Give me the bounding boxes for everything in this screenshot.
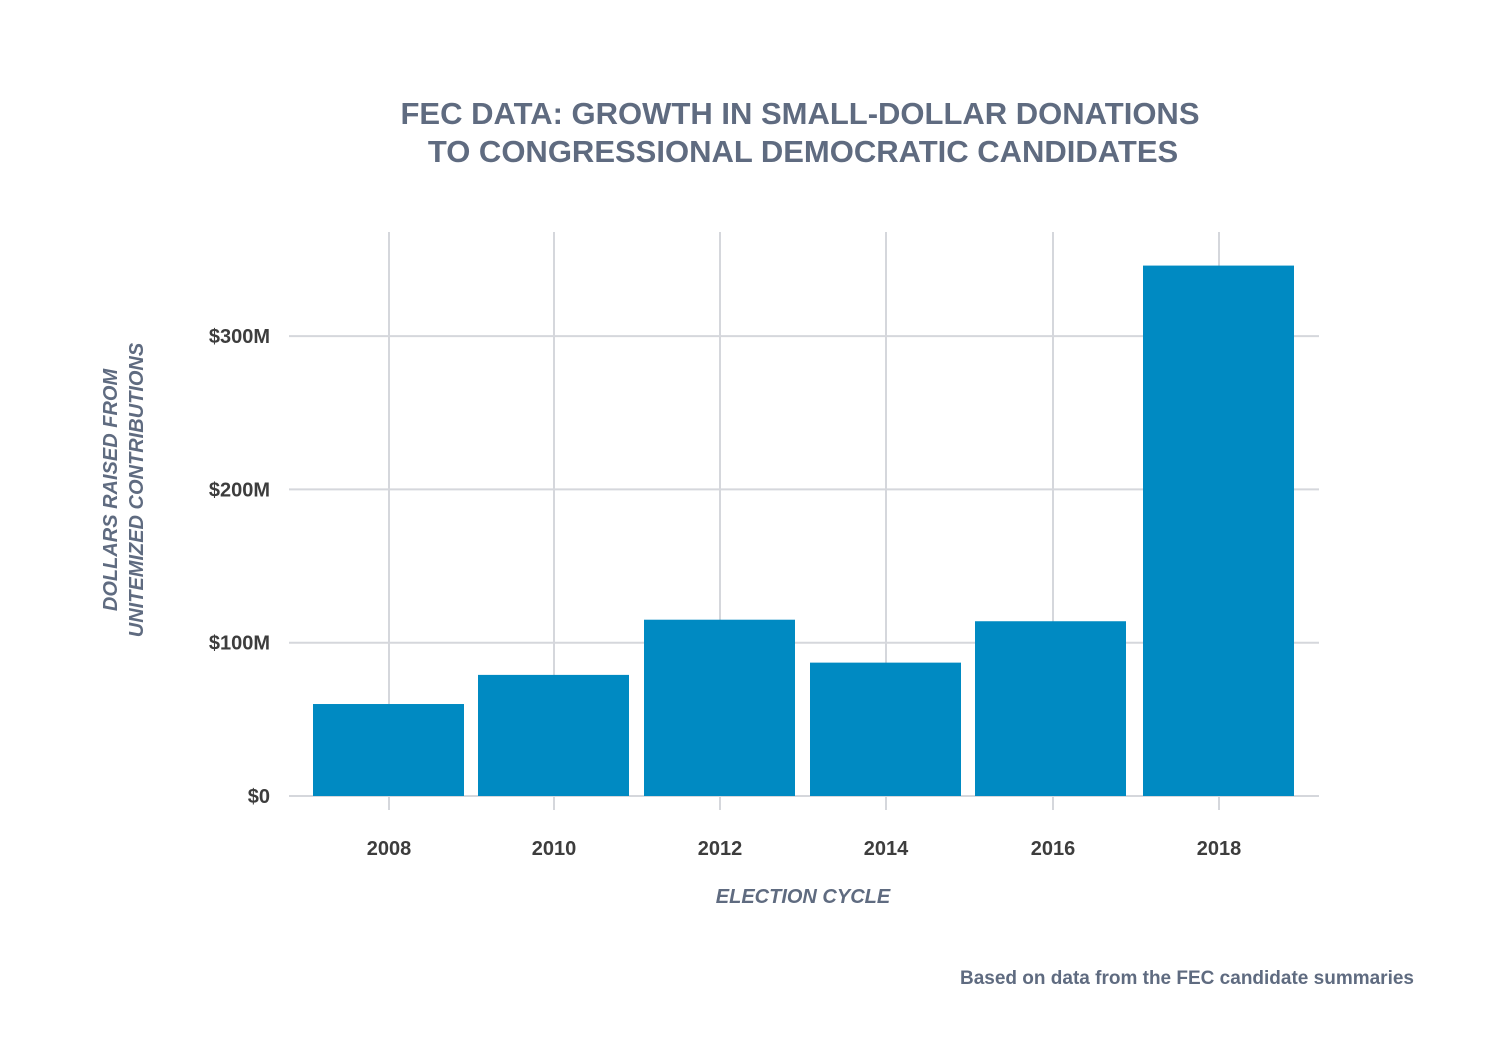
y-axis-label-line-1: DOLLARS RAISED FROM	[100, 368, 122, 612]
x-tick-label: 2008	[367, 838, 412, 860]
chart-title-line-2: TO CONGRESSIONAL DEMOCRATIC CANDIDATES	[428, 134, 1178, 169]
bar-2008	[313, 704, 464, 796]
bar-2016	[975, 621, 1126, 796]
x-tick-label: 2010	[532, 838, 577, 860]
y-tick-label: $100M	[209, 633, 270, 655]
chart-title-line-1: FEC DATA: GROWTH IN SMALL-DOLLAR DONATIO…	[400, 96, 1199, 131]
x-tick-label: 2018	[1197, 838, 1242, 860]
x-tick-label: 2012	[698, 838, 743, 860]
bar-2012	[644, 619, 795, 796]
x-tick-label: 2014	[864, 838, 909, 860]
bar-2018	[1143, 265, 1294, 796]
y-tick-label: $300M	[209, 326, 270, 348]
bar-2014	[810, 662, 961, 796]
y-tick-label: $200M	[209, 479, 270, 501]
x-tick-label: 2016	[1031, 838, 1076, 860]
x-axis-label: ELECTION CYCLE	[716, 886, 891, 908]
y-axis-label-line-2: UNITEMIZED CONTRIBUTIONS	[126, 342, 148, 637]
bar-2010	[478, 674, 629, 796]
source-note: Based on data from the FEC candidate sum…	[960, 968, 1414, 989]
y-tick-label: $0	[248, 786, 270, 808]
